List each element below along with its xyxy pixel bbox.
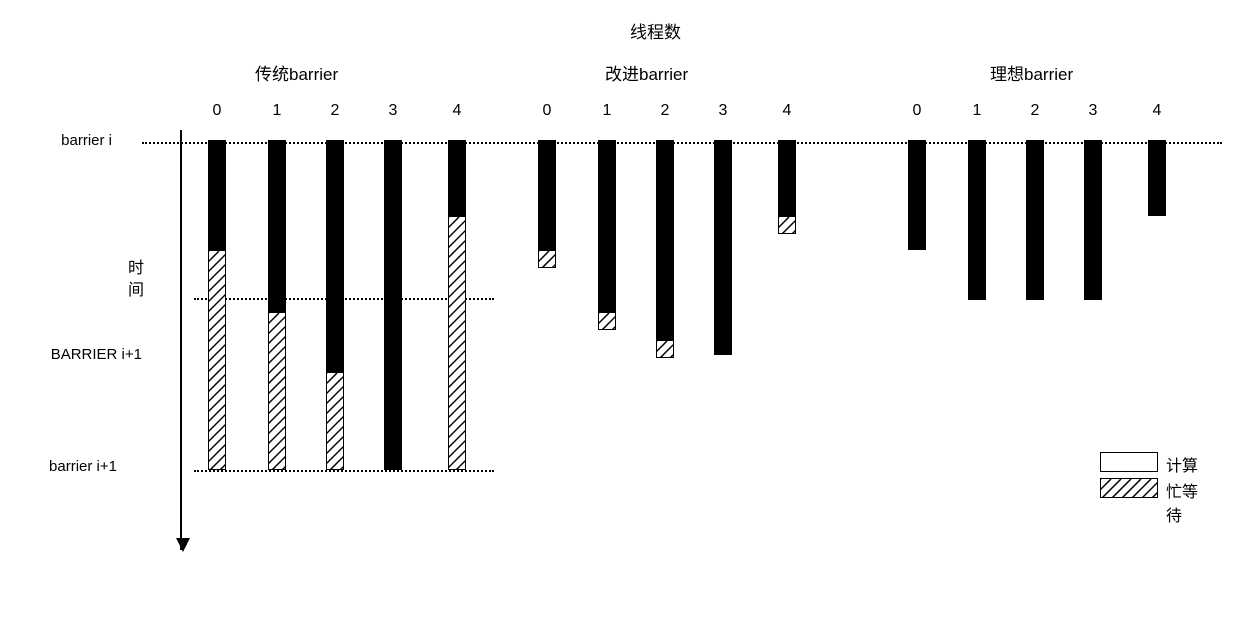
legend-swatch-compute — [1100, 452, 1158, 472]
reference-line — [194, 470, 494, 472]
thread-number-label: 1 — [965, 102, 989, 120]
thread-bar — [1148, 140, 1166, 216]
barrier-diagram: 线程数 传统barrier 改进barrier 理想barrier 0 1 2 3 4 0… — [30, 20, 1210, 580]
compute-segment — [384, 140, 402, 470]
thread-bar — [908, 140, 926, 250]
thread-number-label: 3 — [381, 102, 405, 120]
compute-segment — [326, 140, 344, 372]
thread-number-label: 3 — [711, 102, 735, 120]
busy-wait-segment — [208, 250, 226, 470]
legend-label: 计算 — [1166, 452, 1198, 476]
compute-segment — [598, 140, 616, 312]
thread-number-label: 1 — [265, 102, 289, 120]
thread-bar — [326, 140, 344, 470]
legend-swatch-busy-wait — [1100, 478, 1158, 498]
thread-bar — [1026, 140, 1044, 300]
legend-label: 忙等待 — [1166, 478, 1210, 526]
thread-bar — [778, 140, 796, 234]
thread-bar — [268, 140, 286, 470]
thread-number-label: 0 — [535, 102, 559, 120]
y-label-barrier-i: barrier i — [22, 132, 112, 149]
thread-number-label: 3 — [1081, 102, 1105, 120]
thread-bar — [968, 140, 986, 300]
compute-segment — [1026, 140, 1044, 300]
y-label-barrier-cap: BARRIER i+1 — [22, 346, 142, 363]
thread-number-label: 4 — [775, 102, 799, 120]
group-label-ideal: 理想barrier — [990, 60, 1073, 85]
busy-wait-segment — [598, 312, 616, 330]
compute-segment — [1084, 140, 1102, 300]
thread-number-label: 1 — [595, 102, 619, 120]
thread-bar — [656, 140, 674, 358]
busy-wait-segment — [448, 216, 466, 470]
thread-bar — [384, 140, 402, 470]
thread-number-label: 2 — [323, 102, 347, 120]
compute-segment — [538, 140, 556, 250]
y-label-time: 时间 — [126, 258, 146, 302]
thread-bar — [714, 140, 732, 355]
compute-segment — [448, 140, 466, 216]
top-title: 线程数 — [630, 18, 681, 43]
thread-number-label: 0 — [905, 102, 929, 120]
time-arrow — [180, 130, 182, 550]
compute-segment — [778, 140, 796, 216]
thread-number-label: 2 — [1023, 102, 1047, 120]
compute-segment — [1148, 140, 1166, 216]
compute-segment — [208, 140, 226, 250]
compute-segment — [656, 140, 674, 340]
compute-segment — [968, 140, 986, 300]
busy-wait-segment — [656, 340, 674, 358]
busy-wait-segment — [326, 372, 344, 470]
thread-number-label: 4 — [1145, 102, 1169, 120]
busy-wait-segment — [268, 312, 286, 470]
thread-number-label: 2 — [653, 102, 677, 120]
compute-segment — [714, 140, 732, 355]
busy-wait-segment — [538, 250, 556, 268]
thread-bar — [448, 140, 466, 470]
compute-segment — [908, 140, 926, 250]
thread-bar — [598, 140, 616, 330]
group-label-traditional: 传统barrier — [255, 60, 338, 85]
thread-bar — [208, 140, 226, 470]
thread-number-label: 4 — [445, 102, 469, 120]
thread-bar — [538, 140, 556, 268]
thread-bar — [1084, 140, 1102, 300]
y-label-barrier-i1: barrier i+1 — [22, 458, 117, 475]
thread-number-label: 0 — [205, 102, 229, 120]
reference-line — [142, 142, 1222, 144]
group-label-improved: 改进barrier — [605, 60, 688, 85]
busy-wait-segment — [778, 216, 796, 234]
compute-segment — [268, 140, 286, 312]
